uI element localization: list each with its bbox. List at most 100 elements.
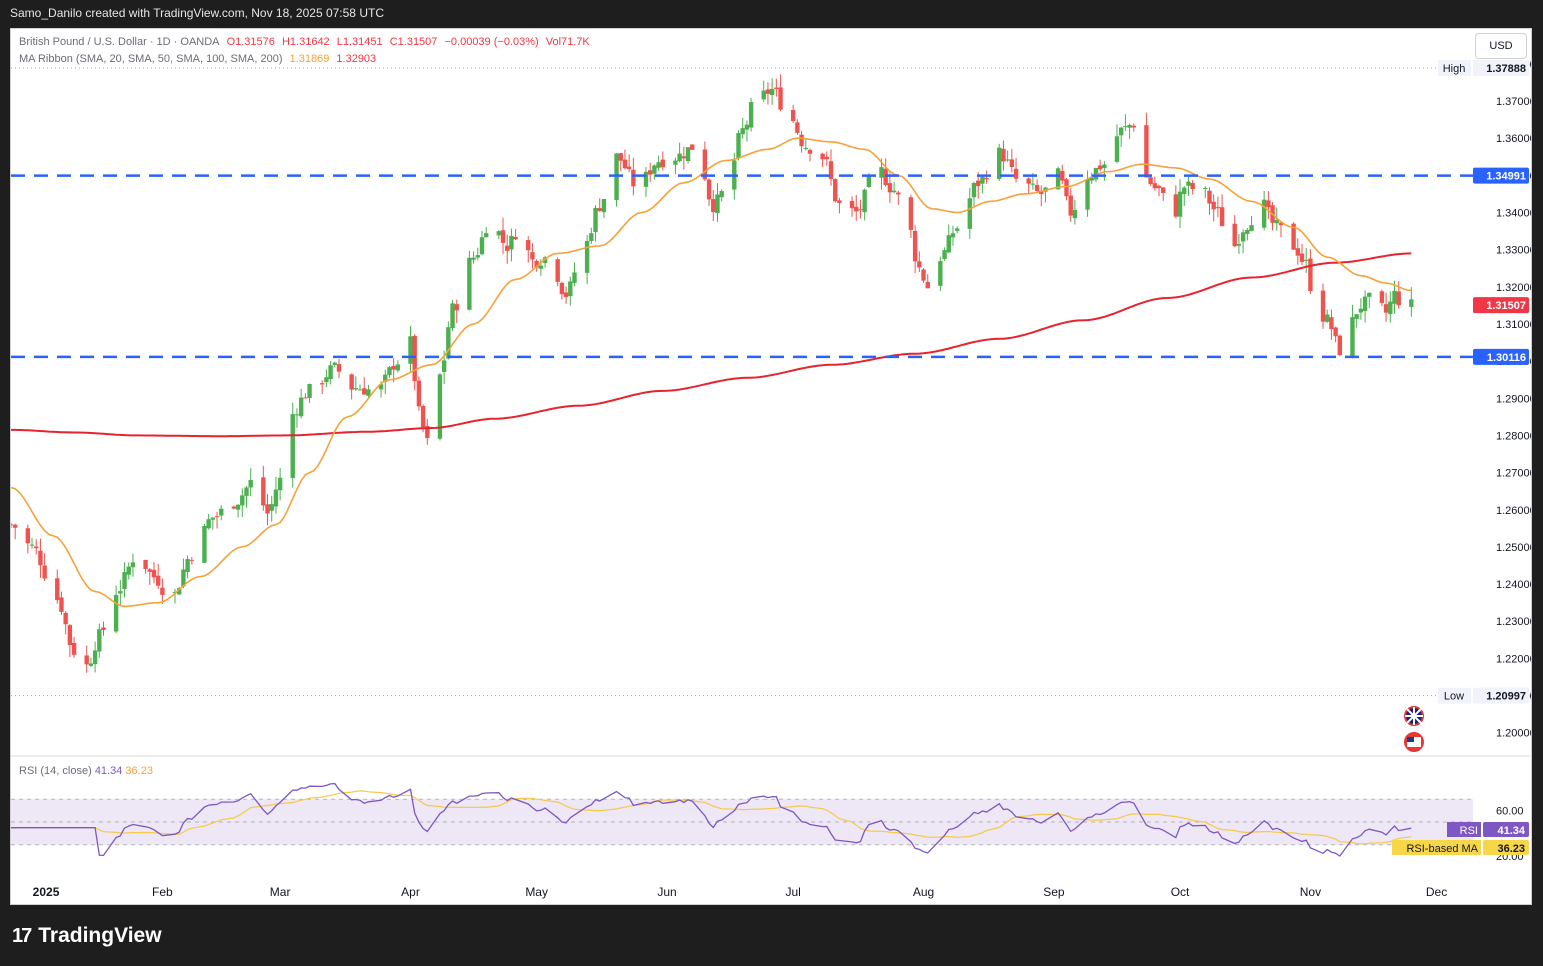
candle-body (206, 519, 211, 529)
x-tick-label: Aug (913, 885, 934, 899)
candle-body (265, 504, 270, 514)
symbol-name[interactable]: British Pound / U.S. Dollar · 1D · OANDA (19, 36, 220, 48)
candle-body (1060, 170, 1065, 181)
candle-body (1329, 317, 1334, 330)
candle-body (244, 487, 249, 496)
candle-body (1118, 127, 1124, 136)
candle-body (828, 161, 834, 179)
candle-body (597, 208, 602, 211)
candle-body (1072, 209, 1078, 219)
rsi-legend-label[interactable]: RSI (14, close) (19, 765, 92, 777)
candle-body (1266, 200, 1271, 208)
candle-body (496, 231, 502, 236)
ma-ribbon-label[interactable]: MA Ribbon (SMA, 20, SMA, 50, SMA, 100, S… (19, 53, 283, 65)
candle-body (1127, 124, 1132, 128)
candle-body (790, 109, 796, 121)
candle-body (1219, 207, 1225, 227)
candle-body (13, 524, 18, 528)
candle-body (660, 159, 666, 168)
candle-body (626, 166, 632, 170)
candle-body (769, 88, 775, 96)
rsi-legend-value: 41.34 (94, 765, 123, 777)
candle-body (1379, 291, 1385, 303)
candle-body (912, 230, 918, 262)
candle-body (837, 200, 842, 204)
candle-body (744, 124, 750, 130)
ma20-line (11, 137, 1412, 608)
candle-body (416, 380, 422, 407)
candle-body (1232, 223, 1237, 247)
candle-body (509, 235, 514, 250)
last-price-label-value: 1.31507 (1486, 300, 1526, 312)
candle-body (1388, 301, 1393, 315)
usd-flag-canton (1407, 737, 1414, 742)
candle-body (298, 397, 304, 417)
candle-body (954, 228, 960, 231)
candle-body (1396, 291, 1401, 306)
candle-body (155, 575, 161, 586)
candle-body (59, 597, 64, 612)
candle-body (1320, 290, 1326, 322)
candle-body (437, 374, 443, 439)
candle-body (1097, 165, 1103, 170)
candle-body (319, 383, 325, 385)
high-label-box (1473, 60, 1529, 77)
rsi-last-label-value: 41.34 (1497, 825, 1525, 837)
candle-body (324, 377, 329, 383)
candle-body (1299, 253, 1305, 262)
candle-body (412, 335, 417, 382)
candle-body (984, 177, 989, 180)
candle-body (1362, 296, 1368, 311)
candle-body (425, 425, 430, 439)
candle-body (395, 364, 401, 371)
rsi-ma-label-box (1483, 840, 1529, 855)
candle-body (454, 304, 459, 311)
candle-body (11, 524, 14, 526)
x-tick-label: Jul (785, 885, 800, 899)
rsi-last-label-tag-box (1447, 822, 1481, 837)
ma-slow-value: 1.32903 (336, 53, 377, 65)
candle-body (618, 153, 623, 161)
chart-panel[interactable]: 1.200001.210001.220001.230001.240001.250… (10, 28, 1532, 905)
candle-body (643, 171, 649, 187)
candle-body (475, 255, 480, 258)
candle-body (483, 233, 489, 238)
currency-button[interactable]: USD (1475, 33, 1527, 59)
y-tick-label: 1.27000 (1496, 468, 1531, 480)
candle-body (122, 572, 127, 590)
candle-body (383, 374, 388, 382)
candle-body (1190, 183, 1195, 189)
candle-body (681, 156, 687, 159)
price-chart-svg[interactable]: 1.200001.210001.220001.230001.240001.250… (11, 29, 1531, 904)
candle-body (1245, 230, 1250, 234)
low-label-box (1473, 687, 1529, 704)
candle-body (1236, 244, 1242, 246)
high-label-value: 1.37888 (1486, 63, 1526, 75)
x-tick-label: May (525, 885, 548, 899)
pair-flags-icon (1404, 706, 1424, 752)
candle-body (866, 176, 872, 187)
candle-body (1278, 222, 1284, 226)
rsi-ma-label-tag: RSI-based MA (1406, 843, 1478, 855)
candle-body (118, 591, 123, 594)
candle-body (42, 565, 47, 579)
candle-body (1337, 335, 1343, 356)
tradingview-brand[interactable]: 17 TradingView (12, 924, 162, 948)
candle-body (1295, 248, 1300, 256)
rsi-ma-label-tag-box (1392, 840, 1481, 855)
candle-body (946, 235, 951, 253)
candle-body (1055, 168, 1061, 190)
candle-body (505, 245, 510, 251)
x-tick-label: Mar (270, 885, 291, 899)
y-tick-label: 1.29000 (1496, 393, 1531, 405)
candle-body (967, 198, 972, 229)
candle-body (303, 397, 308, 399)
candle-body (235, 504, 241, 510)
candle-body (526, 240, 531, 251)
candle-body (1291, 223, 1296, 250)
candle-body (1173, 194, 1179, 217)
y-tick-label: 1.37000 (1496, 96, 1531, 108)
candle-body (647, 170, 653, 175)
high-label-tag-box (1438, 60, 1471, 77)
candle-body (84, 655, 89, 665)
